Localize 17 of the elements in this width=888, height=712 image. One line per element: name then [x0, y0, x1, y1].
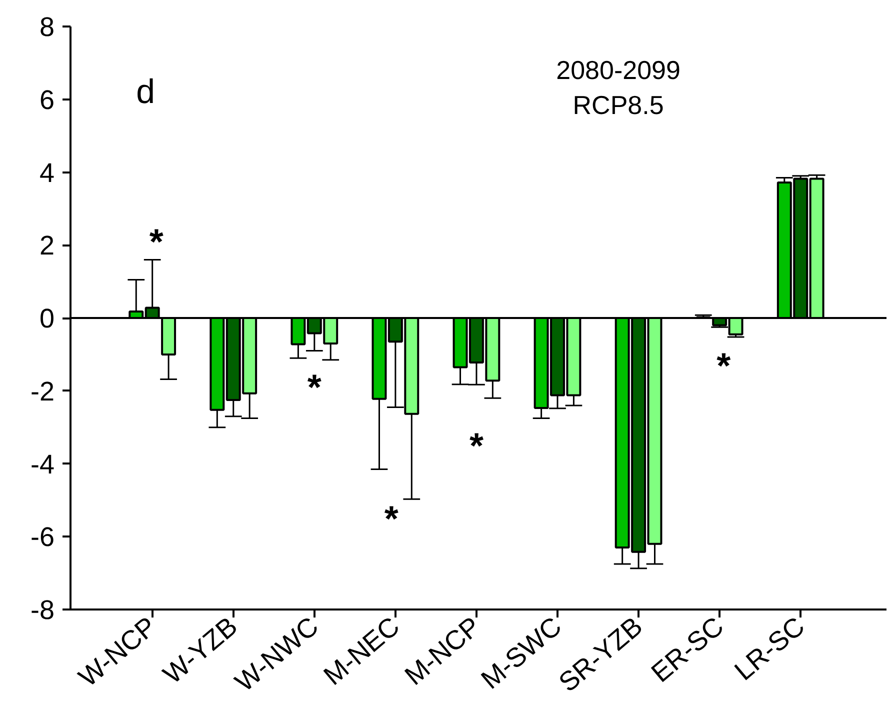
annotation: RCP8.5: [572, 90, 664, 120]
annotation: *: [307, 366, 322, 408]
y-tick-label: 4: [39, 158, 55, 188]
y-tick-label: -2: [30, 376, 55, 406]
annotation: *: [469, 425, 484, 466]
annotation: *: [716, 344, 731, 386]
annotation: 2080-2099: [556, 55, 680, 86]
annotation: *: [149, 220, 164, 262]
y-tick-label: 6: [39, 84, 55, 115]
y-tick-label: 2: [39, 230, 55, 261]
y-tick-label: 0: [39, 304, 55, 334]
annotation: *: [384, 498, 398, 539]
y-tick-label: -4: [30, 449, 55, 480]
y-tick-label: -8: [30, 595, 55, 625]
y-tick-label: 8: [39, 12, 55, 42]
annotation: d: [136, 73, 156, 112]
y-tick-label: -6: [30, 522, 55, 552]
